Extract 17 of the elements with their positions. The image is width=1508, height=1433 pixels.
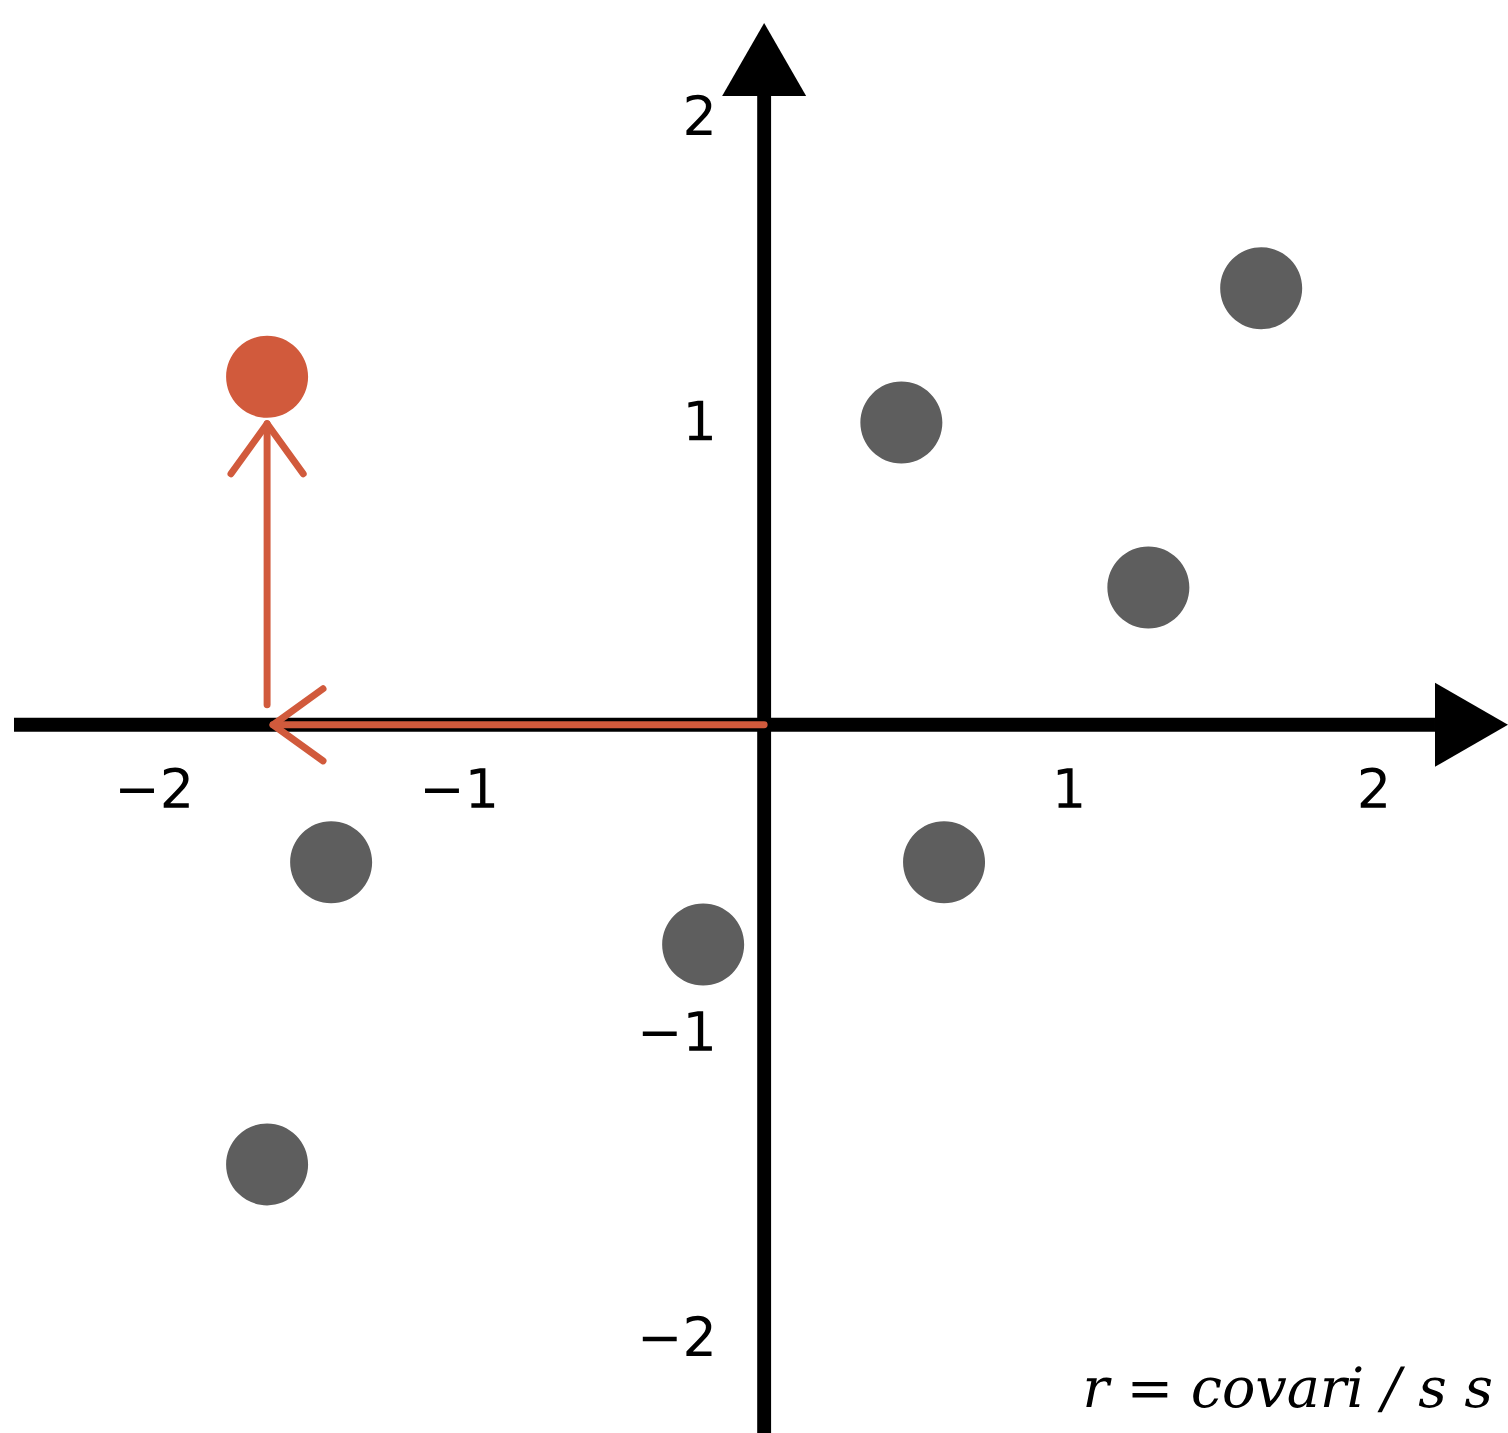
point: [290, 821, 373, 904]
y-tick-label: 2: [686, 94, 712, 135]
x-tick-label: 2: [1360, 767, 1386, 808]
point: [1220, 247, 1303, 330]
x-tick-label: 1: [1057, 768, 1082, 808]
y-tick-label: −2: [642, 1315, 712, 1356]
x-tick-label: −2: [120, 767, 189, 808]
point: [226, 1123, 309, 1206]
point: [903, 821, 986, 904]
point: [860, 381, 943, 464]
annotation: r = covari / s s: [1086, 1366, 1492, 1413]
point: [662, 903, 745, 986]
y-tick-label: −1: [642, 1011, 712, 1051]
x-tick-label: −1: [425, 768, 495, 808]
point: [1107, 546, 1190, 629]
point: [226, 335, 309, 418]
y-tick-label: 1: [688, 400, 712, 441]
